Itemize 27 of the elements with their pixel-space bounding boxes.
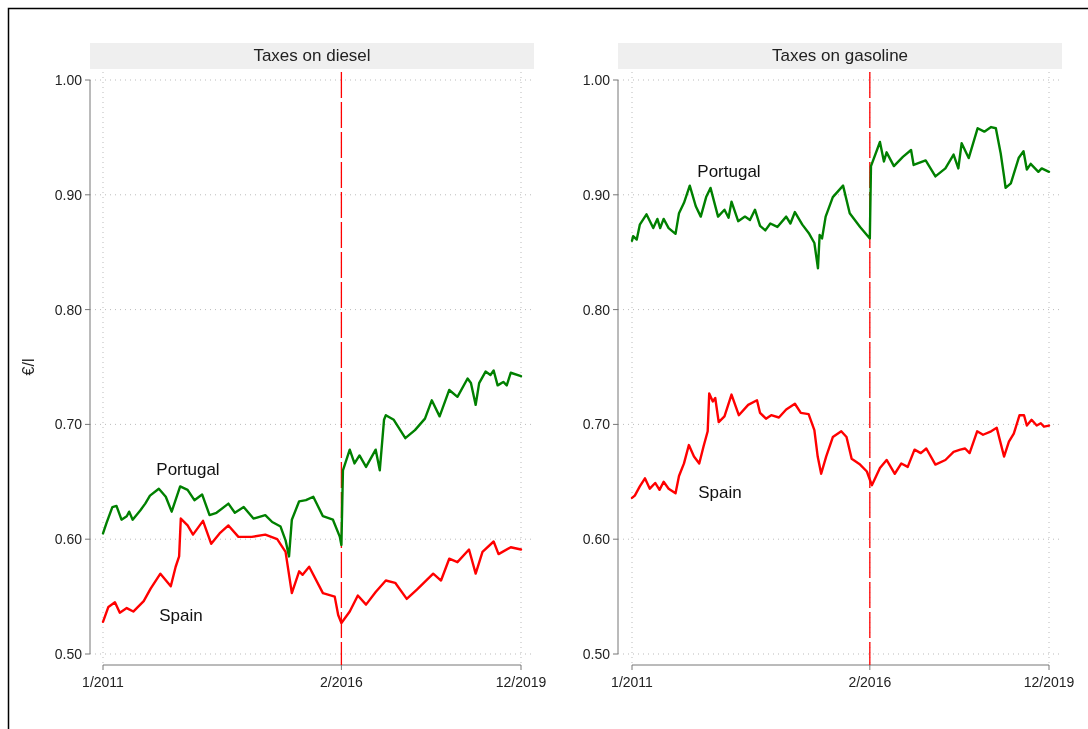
y-tick-label: 0.50 [54, 645, 83, 662]
y-tick-label: 0.50 [582, 645, 611, 662]
y-tick-label: 1.00 [54, 71, 83, 88]
y-tick-label: 0.90 [54, 186, 83, 203]
series-label: Spain [159, 606, 203, 625]
series-label: Spain [698, 483, 742, 502]
y-axis-title: €/l [20, 358, 37, 376]
chart-title: Taxes on gasoline [771, 46, 909, 65]
y-tick-label: 0.70 [54, 416, 83, 433]
x-tick-label: 1/2011 [611, 674, 654, 690]
series-label: Portugal [697, 162, 761, 181]
chart-title: Taxes on diesel [253, 46, 371, 65]
series-label: Portugal [156, 460, 220, 479]
x-tick-label: 2/2016 [319, 674, 364, 690]
x-tick-label: 1/2011 [82, 674, 125, 690]
x-tick-label: 2/2016 [848, 674, 892, 690]
y-tick-label: 0.60 [54, 531, 83, 548]
x-tick-label: 12/2019 [1023, 674, 1075, 690]
y-tick-label: 0.70 [582, 416, 611, 433]
y-tick-label: 1.00 [582, 71, 611, 88]
x-tick-label: 12/2019 [495, 674, 547, 690]
line-series [101, 369, 523, 558]
line-series [630, 125, 1051, 270]
y-tick-label: 0.80 [582, 301, 611, 318]
y-tick-label: 0.90 [582, 186, 611, 203]
y-tick-label: 0.80 [54, 301, 83, 318]
y-tick-label: 0.60 [582, 531, 611, 548]
